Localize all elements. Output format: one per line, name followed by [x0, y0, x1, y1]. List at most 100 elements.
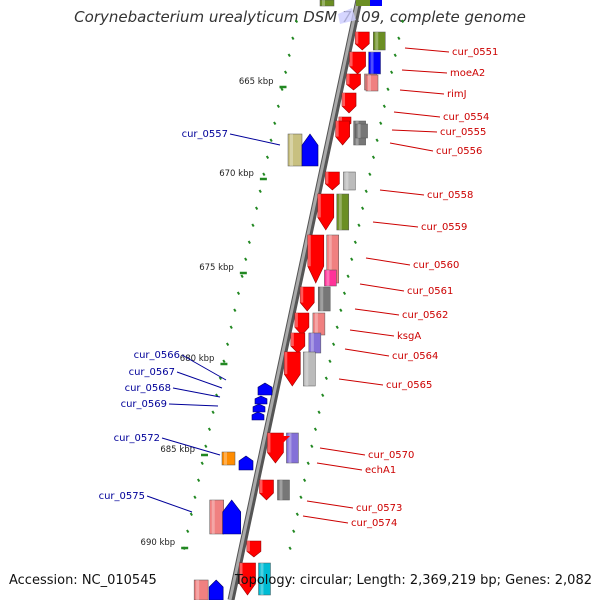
gene-label-cur_0559: cur_0559: [421, 222, 467, 233]
gene-label-ksgA: ksgA: [397, 331, 421, 342]
gene-arrow-shape: [317, 193, 335, 231]
gene-arrow-shape: [283, 351, 301, 387]
tick-dot: [299, 495, 303, 500]
gene-arrow-shine: [307, 235, 311, 267]
cog-box-shine: [211, 500, 215, 534]
cog-box-shape: [303, 351, 316, 387]
cog-box-shine: [345, 172, 349, 190]
cog-box: [258, 562, 271, 596]
tick-dot: [350, 257, 354, 262]
gene-label-cur_0555: cur_0555: [440, 127, 486, 138]
leader-line: [316, 462, 363, 471]
gene-arrow-shape: [257, 382, 273, 396]
tick-dot: [335, 325, 339, 330]
cog-box-shine: [357, 124, 361, 138]
reverse-gene-arrow: [338, 8, 356, 24]
forward-genes: [239, 31, 386, 596]
gene-arrow-shape: [325, 171, 340, 191]
cog-box-shape: [355, 123, 368, 139]
gene-arrow-shine: [239, 563, 243, 584]
leader-line: [338, 378, 384, 386]
cog-box-shine: [290, 134, 294, 166]
tick-dot: [262, 172, 266, 177]
tick-dot: [244, 257, 248, 262]
cog-box: [317, 286, 331, 312]
tick-dot: [189, 512, 193, 517]
tick-dot: [207, 427, 212, 432]
leader-line: [229, 133, 281, 146]
gene-label-cur_0570: cur_0570: [368, 450, 414, 461]
gene-label-cur_0573: cur_0573: [356, 503, 402, 514]
gene-label-cur_0567: cur_0567: [129, 367, 175, 378]
cog-box-shine: [260, 563, 264, 595]
cog-box-shape: [324, 269, 337, 287]
kbp-label: 690 kbp: [141, 538, 176, 548]
tick-dot: [346, 274, 350, 279]
tick-dot: [280, 87, 284, 92]
tick-dot: [193, 495, 197, 500]
gene-label-cur_0564: cur_0564: [392, 351, 438, 362]
tick-dot: [317, 410, 321, 415]
cog-box-shine: [320, 287, 324, 311]
cog-box-shape: [365, 74, 379, 92]
tick-dot: [196, 478, 201, 483]
forward-gene-arrow: [349, 51, 366, 75]
leader-line: [389, 142, 434, 152]
cog-box-shine: [196, 580, 200, 600]
cog-box-shape: [312, 312, 326, 336]
leader-line: [306, 500, 354, 509]
tick-dot: [288, 546, 292, 551]
gene-arrow-shape: [307, 234, 325, 284]
tick-dot: [364, 189, 368, 194]
kbp-label: 665 kbp: [239, 77, 274, 87]
gene-label-cur_0560: cur_0560: [413, 260, 459, 271]
tick-dot: [233, 308, 237, 313]
cog-box: [277, 479, 290, 501]
right-labels: cur_0551 moeA2 rimJ cur_0554 cur_0555 cur_055…: [302, 47, 498, 529]
gene-label-cur_0572: cur_0572: [114, 433, 160, 444]
leader-line: [379, 189, 425, 196]
gene-label-echA1: echA1: [365, 465, 396, 476]
tick-dot: [306, 461, 310, 466]
forward-gene-arrow: [354, 31, 370, 51]
gene-label-moeA2: moeA2: [450, 68, 485, 79]
cog-box: [312, 312, 326, 336]
gene-label-cur_0551: cur_0551: [452, 47, 498, 58]
cog-box-shape: [286, 432, 299, 464]
gene-arrow-shape: [259, 479, 274, 501]
leader-line: [354, 308, 400, 316]
gene-label-cur_0561: cur_0561: [407, 286, 453, 297]
tick-dot: [342, 291, 347, 296]
leader-line: [161, 437, 221, 456]
gene-label-cur_0565: cur_0565: [386, 380, 432, 391]
forward-gene-arrow: [290, 332, 306, 354]
cog-box: [308, 332, 322, 354]
tick-dot: [225, 342, 230, 347]
cog-box-shape: [221, 451, 236, 466]
reverse-gene-arrow: [254, 395, 268, 405]
inner-tick-ring: [182, 19, 299, 551]
cog-box: [209, 499, 224, 535]
reverse-gene-arrow: [222, 499, 242, 535]
tick-dot: [321, 393, 325, 398]
gene-arrow-shape: [252, 403, 266, 413]
gene-label-cur_0569: cur_0569: [121, 399, 167, 410]
kbp-label: 670 kbp: [219, 169, 254, 179]
gene-label-rimJ: rimJ: [447, 89, 467, 100]
gene-arrow-shine: [259, 480, 263, 493]
cog-box-shape: [343, 171, 356, 191]
tick-dot: [357, 223, 361, 228]
forward-gene-arrow: [283, 351, 301, 387]
gene-arrow-shape: [294, 312, 310, 336]
tick-dot: [389, 70, 394, 75]
cog-box-shape: [319, 0, 335, 7]
gene-arrow-shine: [246, 541, 250, 552]
forward-gene-arrow: [325, 171, 340, 191]
gene-arrow-shape: [290, 332, 306, 354]
gene-arrow-shine: [325, 172, 329, 184]
tick-dot: [360, 206, 365, 211]
cog-box: [324, 269, 337, 287]
gene-label-cur_0558: cur_0558: [427, 190, 473, 201]
tick-dot: [211, 410, 215, 415]
gene-arrow-shine: [335, 121, 339, 137]
